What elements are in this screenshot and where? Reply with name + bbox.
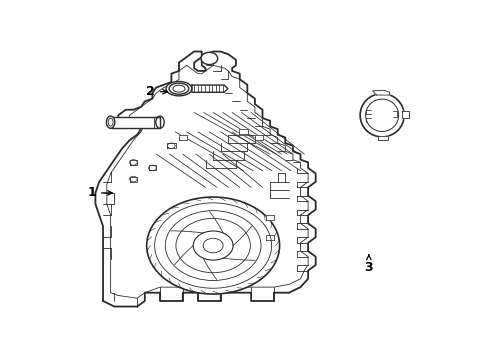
Ellipse shape (106, 116, 115, 128)
Ellipse shape (169, 83, 189, 94)
Polygon shape (96, 51, 316, 307)
Polygon shape (372, 90, 390, 95)
Polygon shape (266, 235, 274, 240)
Text: 2: 2 (146, 85, 167, 98)
Polygon shape (378, 135, 388, 140)
Polygon shape (192, 85, 228, 92)
Polygon shape (167, 143, 175, 148)
Polygon shape (178, 135, 187, 140)
Circle shape (201, 52, 218, 64)
Ellipse shape (360, 94, 404, 137)
Polygon shape (402, 111, 409, 118)
Circle shape (193, 231, 233, 260)
Polygon shape (129, 160, 137, 165)
Ellipse shape (166, 81, 192, 96)
Text: 1: 1 (87, 186, 112, 199)
Polygon shape (111, 117, 160, 128)
Circle shape (147, 197, 280, 294)
Polygon shape (148, 166, 156, 170)
Polygon shape (239, 129, 248, 134)
Polygon shape (266, 215, 274, 220)
Text: 3: 3 (365, 255, 373, 274)
Polygon shape (129, 176, 137, 181)
Polygon shape (254, 135, 263, 140)
